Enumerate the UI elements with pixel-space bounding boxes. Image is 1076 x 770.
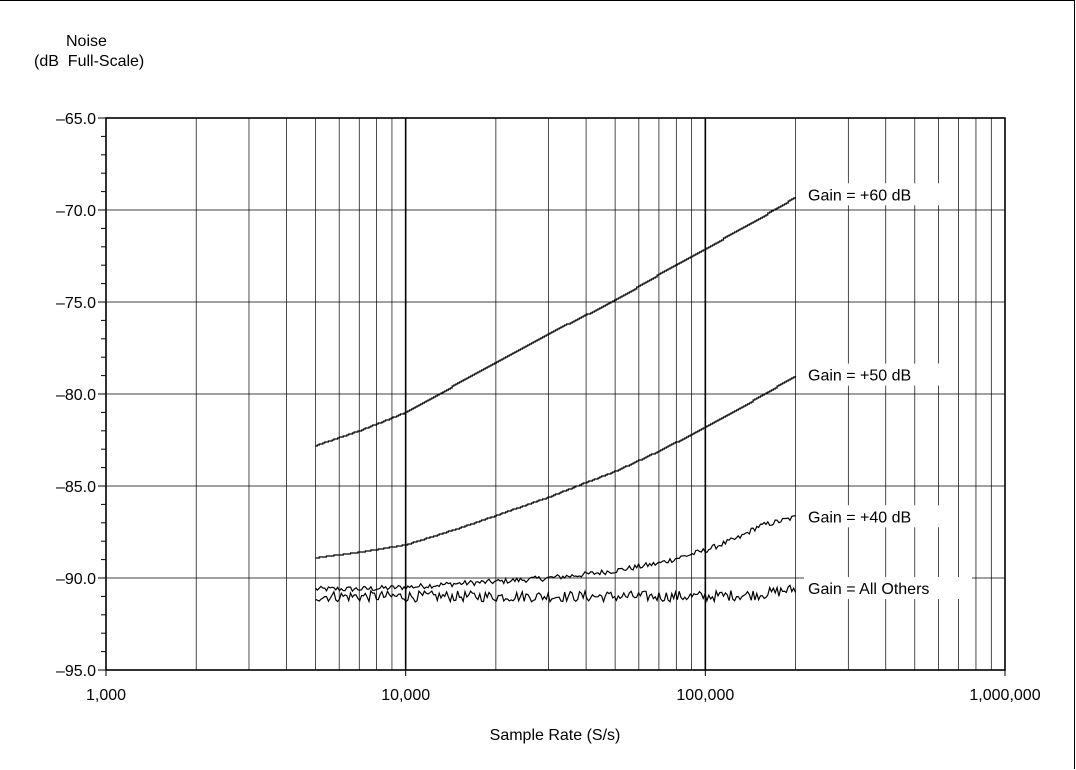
x-tick-label: 100,000 xyxy=(676,687,734,704)
x-tick-label: 1,000,000 xyxy=(969,687,1040,704)
y-tick-label: –65.0 xyxy=(56,111,96,128)
series-line xyxy=(315,515,796,593)
y-tick-label: –75.0 xyxy=(56,295,96,312)
y-tick-label: –80.0 xyxy=(56,387,96,404)
series-label: Gain = +60 dB xyxy=(808,187,911,204)
series-label: Gain = All Others xyxy=(808,581,929,598)
y-tick-label: –95.0 xyxy=(56,663,96,680)
series-label-bg xyxy=(804,505,946,528)
series-label: Gain = +40 dB xyxy=(808,509,911,526)
axes: –65.0 –70.0 –75.0 –80.0 –85.0 –90.0 –95.0 1,000… xyxy=(56,111,1041,704)
series-label: Gain = +50 dB xyxy=(808,368,911,385)
y-tick-label: –85.0 xyxy=(56,479,96,496)
y-tick-label: –70.0 xyxy=(56,203,96,220)
y-tick-label: –90.0 xyxy=(56,571,96,588)
series-label-bg xyxy=(804,363,946,386)
series-lines xyxy=(315,197,797,604)
x-tick-label: 10,000 xyxy=(381,687,430,704)
series-labels: Gain = +60 dB Gain = +50 dB Gain = +40 dB G… xyxy=(804,183,972,600)
y-axis-title-line1: Noise xyxy=(66,33,107,50)
series-line xyxy=(315,584,797,604)
x-axis-title: Sample Rate (S/s) xyxy=(490,727,621,744)
series-label-bg xyxy=(804,577,972,600)
x-tick-label: 1,000 xyxy=(86,687,126,704)
series-line xyxy=(315,197,797,447)
series-line xyxy=(315,376,797,559)
y-axis-title-line2: (dB Full-Scale) xyxy=(34,53,145,70)
series-label-bg xyxy=(804,183,946,206)
